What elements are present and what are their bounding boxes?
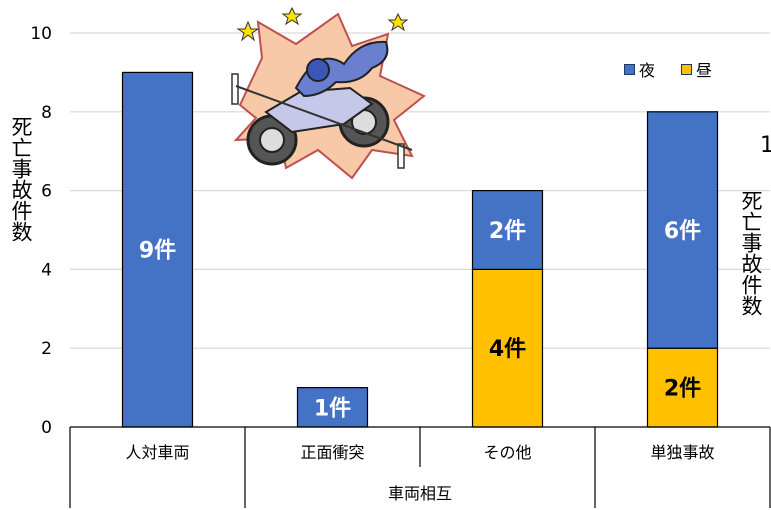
bar-data-label: 2件	[489, 219, 526, 244]
y-tick-label: 0	[41, 418, 52, 438]
legend-item-day: 昼	[681, 57, 712, 81]
legend-swatch-night	[624, 63, 635, 75]
motorcycle-crash-illustration	[231, 6, 426, 180]
y-tick-label: 6	[41, 182, 52, 202]
bar-data-label: 4件	[489, 337, 526, 362]
legend-item-night: 夜	[624, 57, 655, 81]
bar-data-label: 2件	[664, 377, 701, 402]
y-tick-label: 10	[30, 24, 52, 44]
category-label: 正面衝突	[300, 443, 364, 462]
y-axis-label: 死亡事故件数	[9, 116, 33, 242]
category-label: その他	[483, 443, 531, 462]
bars	[121, 71, 719, 428]
legend-label-day: 昼	[696, 61, 713, 80]
bar-labels: 9件 1件 4件 2件 2件 6件	[139, 219, 701, 421]
y-tick-labels: 0 2 4 6 8 10	[30, 24, 52, 438]
bar-segment	[121, 71, 194, 428]
category-label: 単独事故	[650, 443, 714, 462]
legend-label-night: 夜	[639, 61, 656, 80]
bar-data-label: 1件	[314, 396, 351, 421]
group-label: 車両相互	[388, 484, 452, 503]
bar-data-label: 6件	[664, 219, 701, 244]
category-label: 人対車両	[125, 443, 189, 462]
y-tick-label: 2	[41, 339, 52, 359]
bar-segment	[646, 111, 719, 349]
y-axis-label-right: 死亡事故件数	[739, 190, 763, 316]
stray-text: 1	[760, 133, 771, 158]
bar-segment	[471, 190, 544, 271]
legend-swatch-day	[681, 63, 693, 75]
y-tick-label: 4	[41, 260, 52, 280]
y-tick-label: 8	[41, 103, 52, 123]
legend: 夜 昼	[624, 57, 712, 81]
x-axis	[69, 426, 771, 508]
bar-data-label: 9件	[139, 239, 176, 264]
